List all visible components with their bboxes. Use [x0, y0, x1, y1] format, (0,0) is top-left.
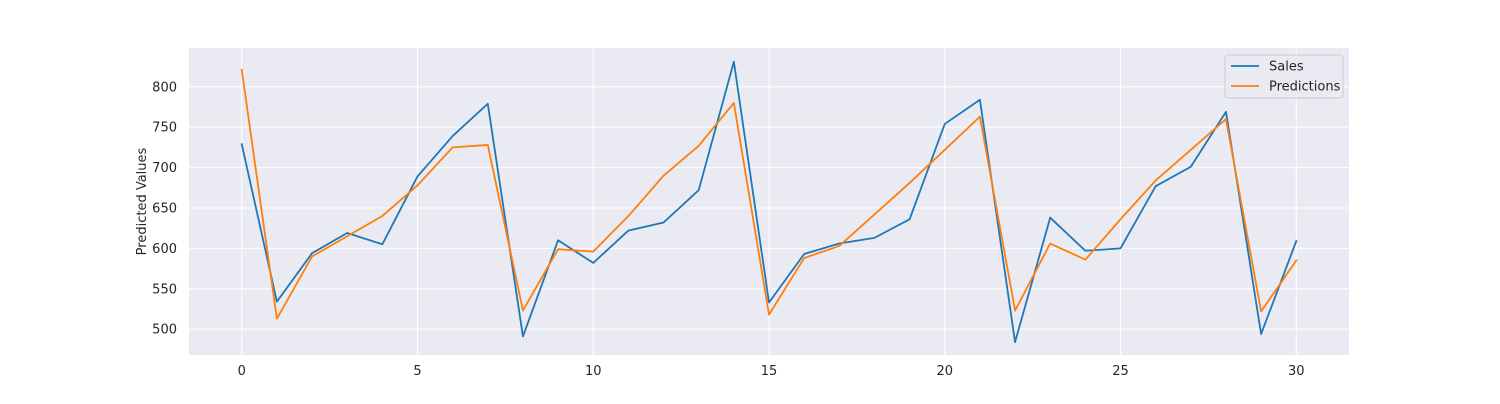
x-axis-ticks: 0 5 10 15 20 25 30: [238, 364, 1305, 379]
series-line-predictions: [240, 68, 1298, 320]
x-tick-label: 30: [1288, 364, 1305, 379]
y-tick-label: 700: [152, 161, 177, 176]
y-tick-label: 550: [152, 282, 177, 297]
x-tick-label: 0: [238, 364, 246, 379]
y-tick-label: 800: [152, 80, 177, 95]
y-axis-ticks: 500 550 600 650 700 750 800: [152, 80, 177, 337]
grid: [189, 48, 1349, 355]
series-lines: [240, 60, 1298, 343]
series-line-sales: [240, 60, 1298, 343]
y-axis-label: Predicted Values: [135, 147, 150, 255]
y-tick-label: 650: [152, 201, 177, 216]
legend-label-predictions: Predictions: [1269, 80, 1341, 95]
x-tick-label: 15: [761, 364, 778, 379]
x-tick-label: 5: [413, 364, 421, 379]
x-tick-label: 10: [585, 364, 602, 379]
y-tick-label: 600: [152, 242, 177, 257]
y-tick-label: 500: [152, 323, 177, 338]
x-tick-label: 20: [936, 364, 953, 379]
legend-label-sales: Sales: [1269, 60, 1304, 75]
x-tick-label: 25: [1112, 364, 1129, 379]
legend: Sales Predictions: [1224, 54, 1344, 99]
y-tick-label: 750: [152, 121, 177, 136]
